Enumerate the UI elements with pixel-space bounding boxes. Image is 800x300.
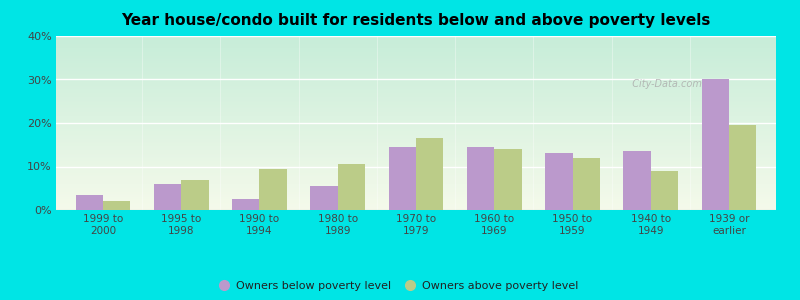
Bar (182, 179, 209, 210)
Bar (573, 158, 600, 210)
Bar (467, 147, 494, 210)
Bar (103, 201, 130, 210)
Bar (623, 151, 650, 210)
Bar (416, 138, 443, 210)
Bar (338, 164, 365, 210)
Bar (75, 195, 103, 210)
Legend: Owners below poverty level, Owners above poverty level: Owners below poverty level, Owners above… (222, 281, 578, 291)
Bar (702, 80, 729, 210)
Bar (154, 184, 182, 210)
Text: City-Data.com: City-Data.com (626, 79, 702, 89)
Bar (494, 149, 522, 210)
Bar (545, 154, 573, 210)
Bar (232, 199, 259, 210)
Title: Year house/condo built for residents below and above poverty levels: Year house/condo built for residents bel… (122, 13, 710, 28)
Bar (259, 169, 287, 210)
Bar (729, 125, 757, 210)
Bar (310, 186, 338, 210)
Bar (650, 171, 678, 210)
Bar (389, 147, 416, 210)
